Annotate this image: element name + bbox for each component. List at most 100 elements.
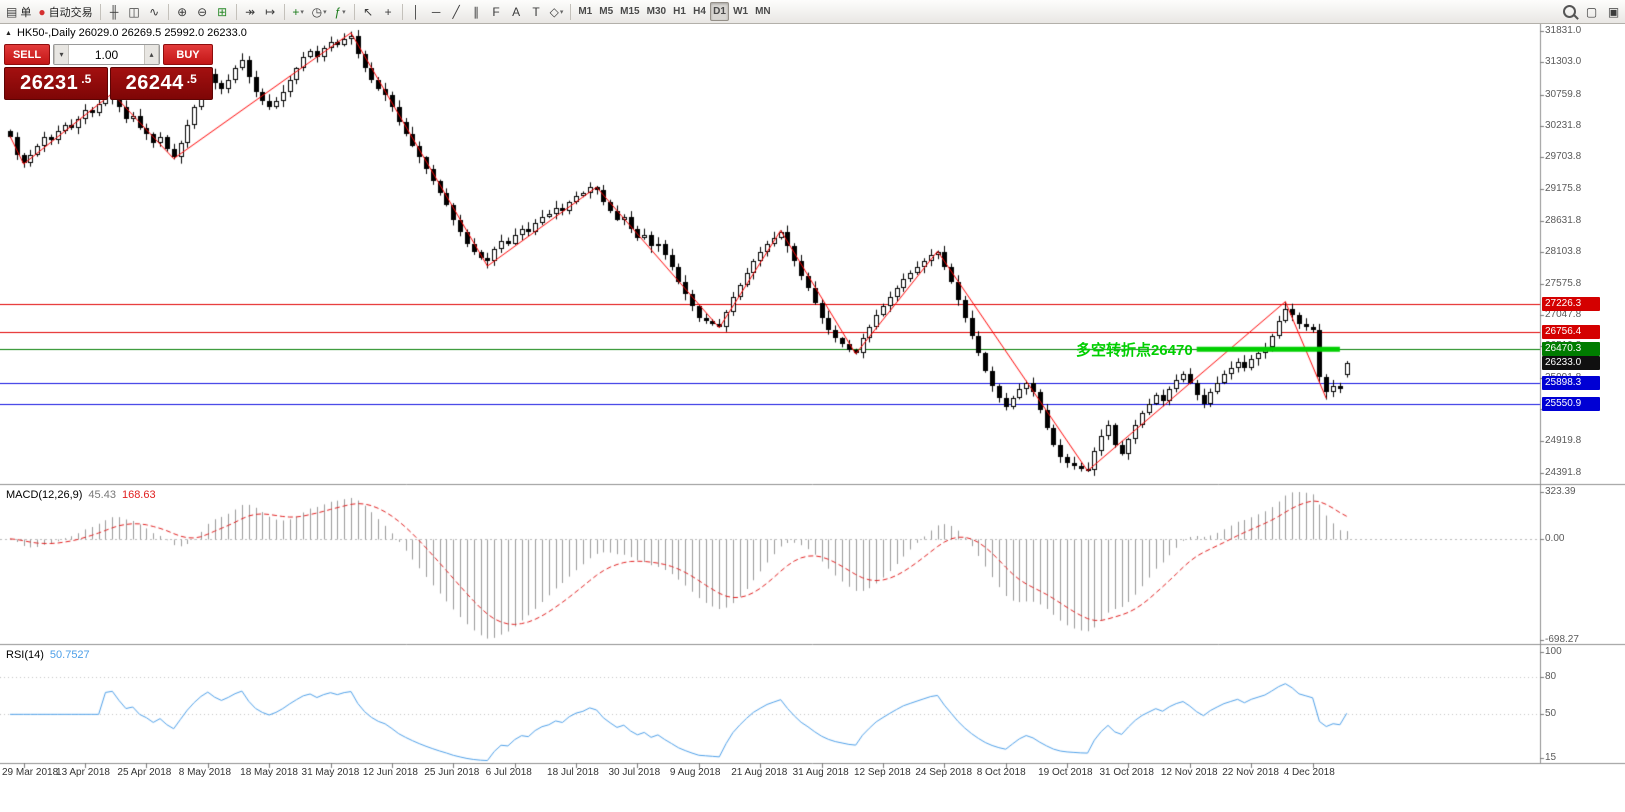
cursor-button[interactable]: ↖ (359, 2, 378, 21)
toolbar-separator (283, 3, 285, 20)
chevron-down-icon: ▾ (559, 8, 564, 16)
equidistant-channel-button[interactable]: ∥ (467, 2, 486, 21)
timeframe-d1-button[interactable]: D1 (710, 2, 730, 21)
new-order-button[interactable]: ▤ 单 (3, 2, 34, 21)
fibonacci-icon: F (492, 4, 500, 19)
timeframe-m30-button-label: M30 (646, 6, 667, 17)
macd-axis-label: 323.39 (1545, 486, 1576, 497)
search-button[interactable] (1560, 2, 1579, 21)
chevron-down-icon: ▾ (323, 8, 327, 16)
bar-chart-button[interactable]: ╫ (105, 2, 124, 21)
new-window-button[interactable]: ▢ (1582, 2, 1601, 21)
timeframe-h1-button-label: H1 (673, 6, 686, 17)
arrows-icon: ◇ (549, 4, 559, 19)
horizontal-line-icon: ─ (431, 4, 441, 19)
macd-panel[interactable] (0, 485, 1540, 644)
toolbar-separator (353, 3, 355, 20)
date-label: 18 May 2018 (240, 767, 298, 778)
timeframe-mn-button-label: MN (755, 6, 771, 17)
zoom-in-button[interactable]: ⊕ (173, 2, 192, 21)
price-axis-label: 29175.8 (1545, 182, 1582, 194)
autotrading-button[interactable]: ● 自动交易 (35, 2, 95, 21)
timeframe-w1-button-label: W1 (733, 6, 749, 17)
timeframe-w1-button[interactable]: W1 (730, 2, 751, 21)
date-label: 24 Sep 2018 (915, 767, 973, 778)
zoom-out-button[interactable]: ⊖ (193, 2, 212, 21)
autotrading-icon: ● (38, 4, 46, 19)
symbol-ohlc-line: ▲ HK50-,Daily 26029.0 26269.5 25992.0 26… (5, 27, 247, 39)
timeframe-m5-button[interactable]: M5 (596, 2, 616, 21)
macd-axis-label: -698.27 (1545, 634, 1579, 645)
timeframe-m30-button[interactable]: M30 (644, 2, 669, 21)
macd-signal-value: 168.63 (121, 489, 156, 501)
zoom-out-icon: ⊖ (197, 4, 208, 19)
timeframe-d1-button-label: D1 (713, 6, 726, 17)
rsi-name: RSI(14) (6, 649, 44, 661)
chart-shift-button[interactable]: ↦ (261, 2, 280, 21)
main-chart-panel[interactable] (0, 24, 1540, 484)
text-icon: A (512, 4, 521, 19)
line-chart-icon: ∿ (149, 4, 160, 19)
bid-price[interactable]: 26231 .5 (4, 67, 108, 100)
date-label: 9 Aug 2018 (669, 767, 721, 778)
rsi-axis-label: 100 (1545, 646, 1562, 657)
volume-decrease-button[interactable]: ▾ (54, 45, 69, 64)
timeframe-m1-button[interactable]: M1 (575, 2, 595, 21)
rsi-axis-label: 80 (1545, 670, 1557, 682)
rsi-panel[interactable] (0, 645, 1540, 763)
line-chart-button[interactable]: ∿ (145, 2, 164, 21)
buy-button[interactable]: BUY (163, 44, 213, 65)
timeframe-mn-button[interactable]: MN (752, 2, 774, 21)
timeframe-h1-button[interactable]: H1 (670, 2, 689, 21)
sell-button[interactable]: SELL (4, 44, 50, 65)
text-button[interactable]: A (507, 2, 526, 21)
rsi-indicator-label: RSI(14) 50.7527 (6, 649, 90, 661)
new-chart-button[interactable]: + ▾ (289, 2, 308, 21)
vertical-line-button[interactable]: │ (407, 2, 426, 21)
ask-price-main: 26244 (125, 72, 184, 94)
timeframe-m15-button[interactable]: M15 (617, 2, 642, 21)
indicators-list-icon: ƒ (334, 4, 342, 19)
magnifier-icon (1563, 5, 1576, 18)
horizontal-line-button[interactable]: ─ (427, 2, 446, 21)
bar-chart-icon: ╫ (109, 4, 119, 19)
text-label-button[interactable]: T (527, 2, 546, 21)
toolbar-separator (99, 3, 101, 20)
trendline-button[interactable]: ╱ (447, 2, 466, 21)
candlestick-chart-button[interactable]: ◫ (125, 2, 144, 21)
tile-windows-button[interactable]: ⊞ (213, 2, 232, 21)
tile-windows-icon: ⊞ (217, 4, 228, 19)
timeframe-m1-button-label: M1 (578, 6, 593, 17)
rsi-value: 50.7527 (49, 649, 90, 661)
date-label: 25 Jun 2018 (424, 767, 480, 778)
bid-price-main: 26231 (20, 72, 79, 94)
toolbar-separator (167, 3, 169, 20)
date-label: 29 Mar 2018 (2, 767, 59, 778)
timeframe-h4-button-label: H4 (693, 6, 706, 17)
timeframe-h4-button[interactable]: H4 (690, 2, 709, 21)
ask-price-frac: .5 (186, 71, 197, 86)
price-axis[interactable]: 31831.0 31303.0 30759.8 30231.8 29703.8 29175… (1541, 0, 1625, 812)
volume-input[interactable] (69, 45, 144, 64)
fibonacci-button[interactable]: F (487, 2, 506, 21)
pivot-annotation-text[interactable]: 多空转折点26470 (1075, 342, 1193, 360)
arrange-windows-button[interactable]: ▣ (1604, 2, 1623, 21)
arrows-button[interactable]: ◇ ▾ (547, 2, 567, 21)
auto-scroll-button[interactable]: ↠ (241, 2, 260, 21)
price-axis-label: 31303.0 (1545, 56, 1582, 68)
price-axis-label: 27047.8 (1545, 308, 1582, 320)
date-label: 12 Sep 2018 (853, 767, 911, 778)
indicators-list-button[interactable]: ƒ ▾ (331, 2, 350, 21)
ask-price[interactable]: 26244 .5 (109, 67, 213, 100)
date-label: 21 Aug 2018 (731, 767, 788, 778)
timeframe-m15-button-label: M15 (620, 6, 640, 17)
volume-increase-button[interactable]: ▴ (144, 45, 159, 64)
crosshair-button[interactable]: + (379, 2, 398, 21)
one-click-trading-panel: SELL ▾ ▴ BUY 26231 .5 26244 .5 (4, 44, 213, 100)
date-label: 13 Apr 2018 (56, 767, 110, 778)
new-chart-icon: + (292, 4, 300, 19)
autotrading-button-label: 自动交易 (48, 6, 93, 19)
profiles-button[interactable]: ◷ ▾ (309, 2, 330, 21)
